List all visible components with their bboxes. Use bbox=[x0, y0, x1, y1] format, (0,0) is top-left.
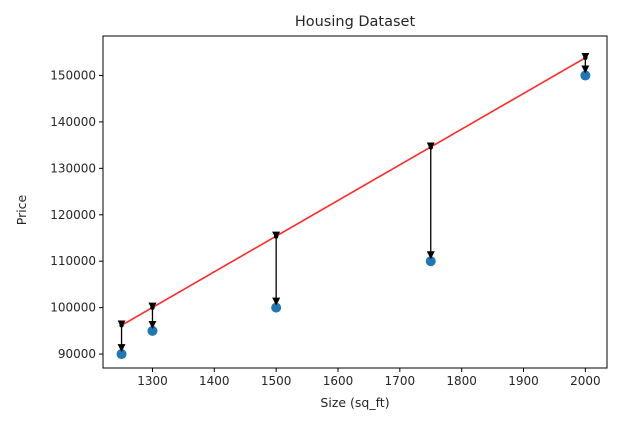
y-tick-label: 140000 bbox=[50, 115, 96, 129]
chart-title: Housing Dataset bbox=[295, 14, 416, 30]
predicted-point bbox=[428, 145, 433, 150]
y-tick-label: 150000 bbox=[50, 68, 96, 82]
x-tick-label: 1900 bbox=[508, 374, 539, 388]
x-axis-label: Size (sq_ft) bbox=[320, 395, 389, 410]
regression-line bbox=[121, 57, 586, 326]
plot-area: 1300 1400 1500 1600 1700 1800 1900 2000 90000 100… bbox=[50, 35, 608, 388]
predicted-point bbox=[150, 305, 155, 310]
x-tick-label: 1500 bbox=[261, 374, 292, 388]
y-tick-label: 100000 bbox=[50, 301, 96, 315]
x-tick-label: 1800 bbox=[446, 374, 477, 388]
y-tick-label: 130000 bbox=[50, 161, 96, 175]
x-tick-label: 2000 bbox=[570, 374, 601, 388]
x-tick-label: 1600 bbox=[323, 374, 354, 388]
predicted-point bbox=[583, 55, 588, 61]
axes-frame bbox=[102, 35, 608, 369]
y-axis-label: Price bbox=[14, 194, 29, 225]
predicted-point bbox=[273, 234, 279, 239]
y-tick-label: 90000 bbox=[58, 347, 96, 361]
predicted-point bbox=[119, 323, 124, 328]
x-tick-label: 1700 bbox=[385, 374, 416, 388]
y-tick-label: 110000 bbox=[50, 254, 96, 268]
x-tick-label: 1300 bbox=[137, 374, 168, 388]
y-tick-label: 120000 bbox=[50, 208, 96, 222]
x-tick-label: 1400 bbox=[199, 374, 230, 388]
